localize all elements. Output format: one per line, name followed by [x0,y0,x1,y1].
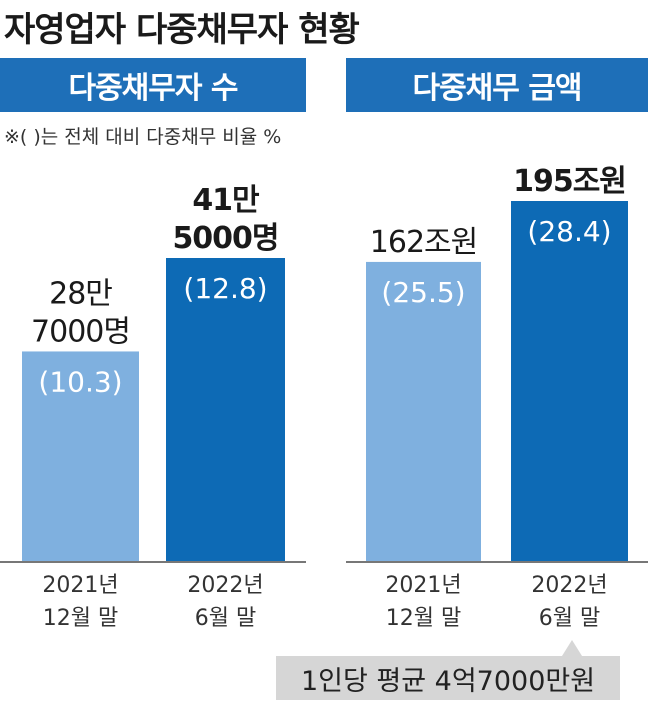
category-label: 2021년 [385,573,461,598]
ratio-label: (28.4) [527,215,611,248]
bar-count-0 [22,351,139,561]
value-label: 7000명 [31,314,130,349]
ratio-note: ※( )는 전체 대비 다중채무 비율 % [4,126,282,148]
category-label: 2021년 [42,573,118,598]
value-label: 28만 [49,276,112,311]
bar-amount-1 [511,201,628,561]
category-label: 6월 말 [539,606,600,631]
bar-count-1 [166,258,285,561]
value-label: 41만 [192,183,260,218]
category-label: 12월 말 [386,606,461,631]
panel-header-debt-amount: 다중채무 금액 [346,58,648,112]
ratio-label: (25.5) [381,276,465,309]
page-title: 자영업자 다중채무자 현황 [4,10,360,50]
value-label: 162조원 [370,225,477,260]
bar-amount-0 [366,261,481,561]
category-label: 2022년 [187,573,263,598]
callout-pointer [562,640,582,656]
value-label: 5000명 [172,221,278,256]
value-label: 195조원 [513,164,626,199]
average-debt-callout: 1인당 평균 4억7000만원 [276,656,620,700]
category-label: 6월 말 [195,606,256,631]
category-label: 12월 말 [43,606,118,631]
ratio-label: (12.8) [183,272,267,305]
panel-header-debtor-count: 다중채무자 수 [0,58,306,112]
ratio-label: (10.3) [38,365,122,398]
category-label: 2022년 [531,573,607,598]
